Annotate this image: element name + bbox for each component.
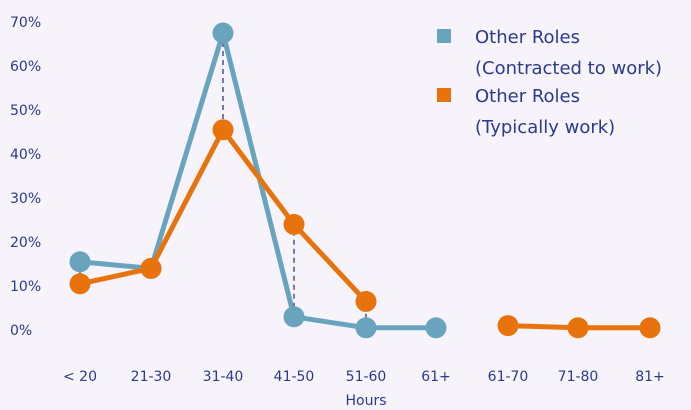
data-point: [212, 22, 234, 44]
legend-swatch-typically: [437, 88, 451, 102]
x-tick-label: 61+: [421, 369, 451, 385]
data-point: [283, 306, 305, 328]
series-line: [77, 127, 369, 304]
y-tick-label: 60%: [10, 59, 41, 75]
x-tick-label: 21-30: [131, 369, 172, 385]
data-point: [69, 273, 91, 295]
y-tick-label: 0%: [10, 323, 32, 339]
data-point: [355, 317, 377, 339]
data-point: [69, 251, 91, 273]
y-axis-ticks: 0% 10% 20% 30% 40% 50% 60% 70%: [10, 15, 41, 339]
legend-label-line: Other Roles: [475, 86, 580, 107]
x-axis-title: Hours: [345, 393, 386, 409]
legend: Other Roles (Contracted to work) Other R…: [437, 27, 662, 138]
data-point: [425, 317, 447, 339]
x-axis-ticks: < 20 21-30 31-40 41-50 51-60 61+ 61-70 71-80 81+: [63, 369, 665, 385]
data-point: [212, 119, 234, 141]
x-tick-label: < 20: [63, 369, 97, 385]
x-tick-label: 41-50: [274, 369, 315, 385]
series-points: [69, 22, 661, 339]
y-tick-label: 40%: [10, 147, 41, 163]
data-point: [497, 315, 519, 337]
legend-item-contracted: Other Roles (Contracted to work): [437, 27, 662, 79]
x-tick-label: 51-60: [346, 369, 387, 385]
data-point: [567, 317, 589, 339]
y-tick-label: 50%: [10, 103, 41, 119]
y-tick-label: 20%: [10, 235, 41, 251]
data-point: [283, 213, 305, 235]
data-point: [355, 290, 377, 312]
y-tick-label: 70%: [10, 15, 41, 31]
x-tick-label: 61-70: [488, 369, 529, 385]
x-tick-label: 31-40: [203, 369, 244, 385]
legend-label-line: (Contracted to work): [475, 58, 662, 79]
data-point: [140, 257, 162, 279]
x-tick-label: 81+: [635, 369, 665, 385]
legend-label-line: (Typically work): [475, 117, 615, 138]
y-tick-label: 30%: [10, 191, 41, 207]
data-point: [639, 317, 661, 339]
difference-connectors: [79, 33, 367, 328]
x-tick-label: 71-80: [558, 369, 599, 385]
legend-swatch-contracted: [437, 29, 451, 43]
legend-item-typically: Other Roles (Typically work): [437, 86, 615, 138]
legend-label-line: Other Roles: [475, 27, 580, 48]
y-tick-label: 10%: [10, 279, 41, 295]
